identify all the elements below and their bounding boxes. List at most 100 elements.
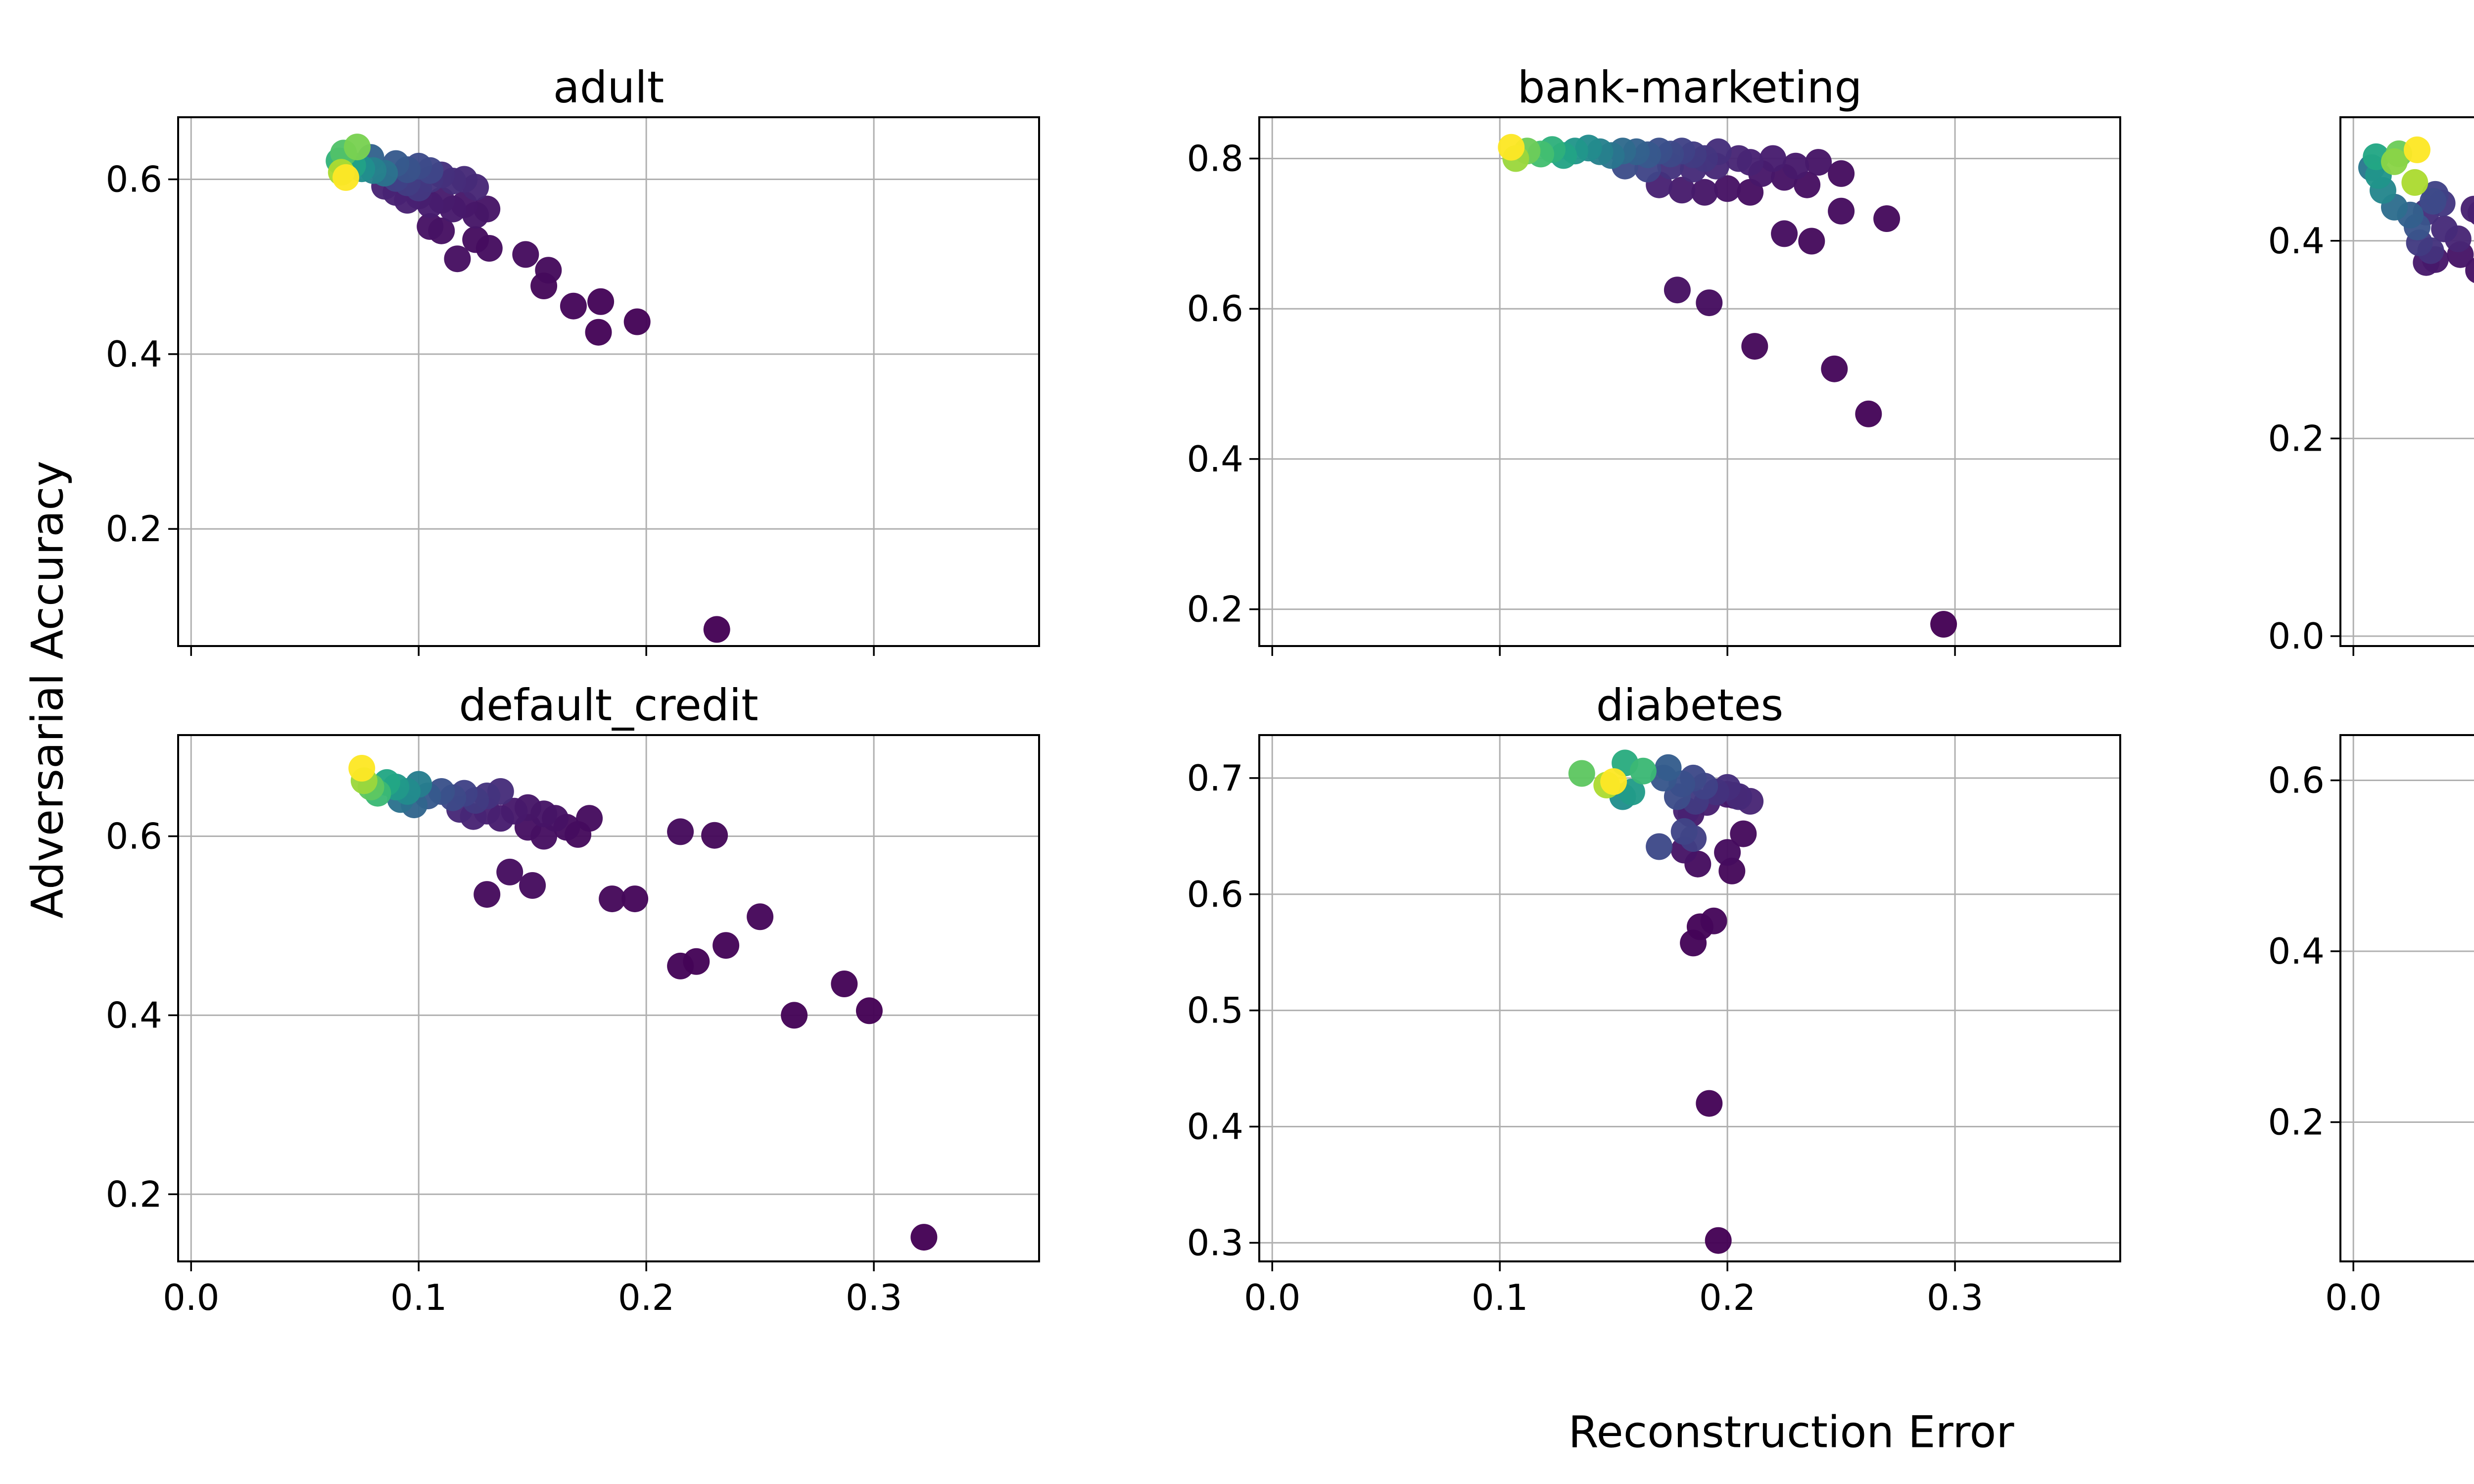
data-point <box>747 903 774 930</box>
axes-spines <box>2339 116 2474 647</box>
data-point <box>2381 148 2408 175</box>
y-tick-label: 0.0 <box>2268 615 2325 657</box>
data-point <box>1696 1090 1723 1117</box>
y-tick-label: 0.4 <box>1187 438 1243 480</box>
data-point <box>1498 134 1525 161</box>
data-point <box>667 818 694 845</box>
y-tick-label: 0.3 <box>1187 1222 1243 1263</box>
scatter-points-bank-marketing <box>1498 134 1957 638</box>
data-point <box>1629 757 1657 785</box>
data-point <box>2404 136 2430 163</box>
y-tick-label: 0.6 <box>1187 288 1243 329</box>
axes-spines <box>1258 734 2121 1262</box>
data-point <box>701 822 728 849</box>
data-point <box>621 885 649 913</box>
subplot-adult: 0.2 0.4 0.6 adult <box>105 62 1040 656</box>
x-tick-label: 0.1 <box>390 1277 447 1318</box>
y-tick-label: 0.6 <box>105 158 162 200</box>
axes-spines <box>177 116 1040 647</box>
data-point <box>1646 833 1673 860</box>
data-point <box>910 1224 938 1251</box>
data-point <box>1696 289 1723 317</box>
y-tick-label: 0.4 <box>2268 930 2325 972</box>
subplot-fico: 0.00.10.20.30.20.40.6fico <box>2268 734 2474 1318</box>
data-point <box>1855 400 1882 427</box>
subplot-compas: 0.00.20.4compas <box>2268 116 2474 657</box>
x-tick-label: 0.0 <box>1244 1277 1301 1318</box>
data-point <box>1782 152 1809 180</box>
data-point <box>1700 907 1727 934</box>
data-point <box>1760 145 1787 172</box>
data-point <box>1771 220 1798 247</box>
y-tick-label: 0.2 <box>2268 417 2325 459</box>
subplot-title-default_credit: default_credit <box>459 680 758 731</box>
axes-spines <box>1258 116 2121 647</box>
data-point <box>1655 754 1682 781</box>
y-tick-label: 0.2 <box>105 508 162 550</box>
y-tick-label: 0.2 <box>1187 589 1243 630</box>
data-point <box>781 1002 808 1029</box>
data-point <box>585 319 612 346</box>
data-point <box>1821 355 1848 382</box>
y-tick-label: 0.4 <box>2268 220 2325 262</box>
y-tick-label: 0.4 <box>1187 1106 1243 1148</box>
scatter-points-diabetes <box>1568 749 1764 1254</box>
data-point <box>1873 205 1901 232</box>
data-point <box>519 872 546 899</box>
data-point <box>496 858 523 885</box>
x-tick-label: 0.0 <box>163 1277 220 1318</box>
data-point <box>1664 277 1691 304</box>
data-point <box>348 755 376 782</box>
x-tick-label: 0.2 <box>1699 1277 1756 1318</box>
data-point <box>1705 1227 1732 1254</box>
y-tick-label: 0.4 <box>105 333 162 375</box>
data-point <box>417 213 444 240</box>
scatter-points-adult <box>326 134 730 643</box>
data-point <box>474 881 501 908</box>
subplot-title-adult: adult <box>553 62 665 113</box>
data-point <box>2401 169 2428 196</box>
data-point <box>344 134 371 161</box>
x-tick-label: 0.0 <box>2325 1277 2382 1318</box>
data-point <box>576 805 603 832</box>
data-point <box>2461 195 2474 223</box>
data-point <box>2420 187 2447 215</box>
y-tick-label: 0.2 <box>105 1173 162 1215</box>
data-point <box>476 235 503 262</box>
shared-xlabel: Reconstruction Error <box>1568 1406 2014 1458</box>
y-tick-label: 0.5 <box>1187 990 1243 1031</box>
scatter-points-compas <box>2358 136 2474 283</box>
data-point <box>1691 179 1718 206</box>
subplot-default_credit: 0.0 0.1 0.2 0.3 0.2 0.4 0.6 default_credit <box>105 680 1040 1318</box>
shared-ylabel: Adversarial Accuracy <box>22 461 73 919</box>
data-point <box>1600 768 1627 795</box>
y-tick-label: 0.6 <box>1187 874 1243 915</box>
data-point <box>1828 160 1855 187</box>
data-point <box>703 616 730 643</box>
axes-spines <box>177 734 1040 1262</box>
data-point <box>713 932 740 959</box>
x-tick-label: 0.2 <box>618 1277 675 1318</box>
data-point <box>1730 820 1757 847</box>
data-point <box>1805 149 1832 176</box>
data-point <box>831 971 858 997</box>
data-point <box>560 292 587 320</box>
data-point <box>623 308 651 335</box>
subplot-bank-marketing: 0.2 0.4 0.6 0.8 bank-marketing <box>1187 62 2121 656</box>
y-tick-label: 0.2 <box>2268 1101 2325 1143</box>
data-point <box>599 885 626 913</box>
data-point <box>667 952 694 979</box>
subplot-title-diabetes: diabetes <box>1596 680 1784 731</box>
data-point <box>856 997 883 1024</box>
subplot-title-bank-marketing: bank-marketing <box>1518 62 1862 113</box>
data-point <box>1930 611 1957 638</box>
data-point <box>1670 818 1698 845</box>
data-point <box>1741 333 1768 360</box>
data-point <box>2431 215 2458 242</box>
data-point <box>444 245 471 273</box>
data-point <box>512 241 539 268</box>
data-point <box>1798 228 1825 255</box>
y-tick-label: 0.6 <box>2268 760 2325 801</box>
data-point <box>1568 760 1595 787</box>
